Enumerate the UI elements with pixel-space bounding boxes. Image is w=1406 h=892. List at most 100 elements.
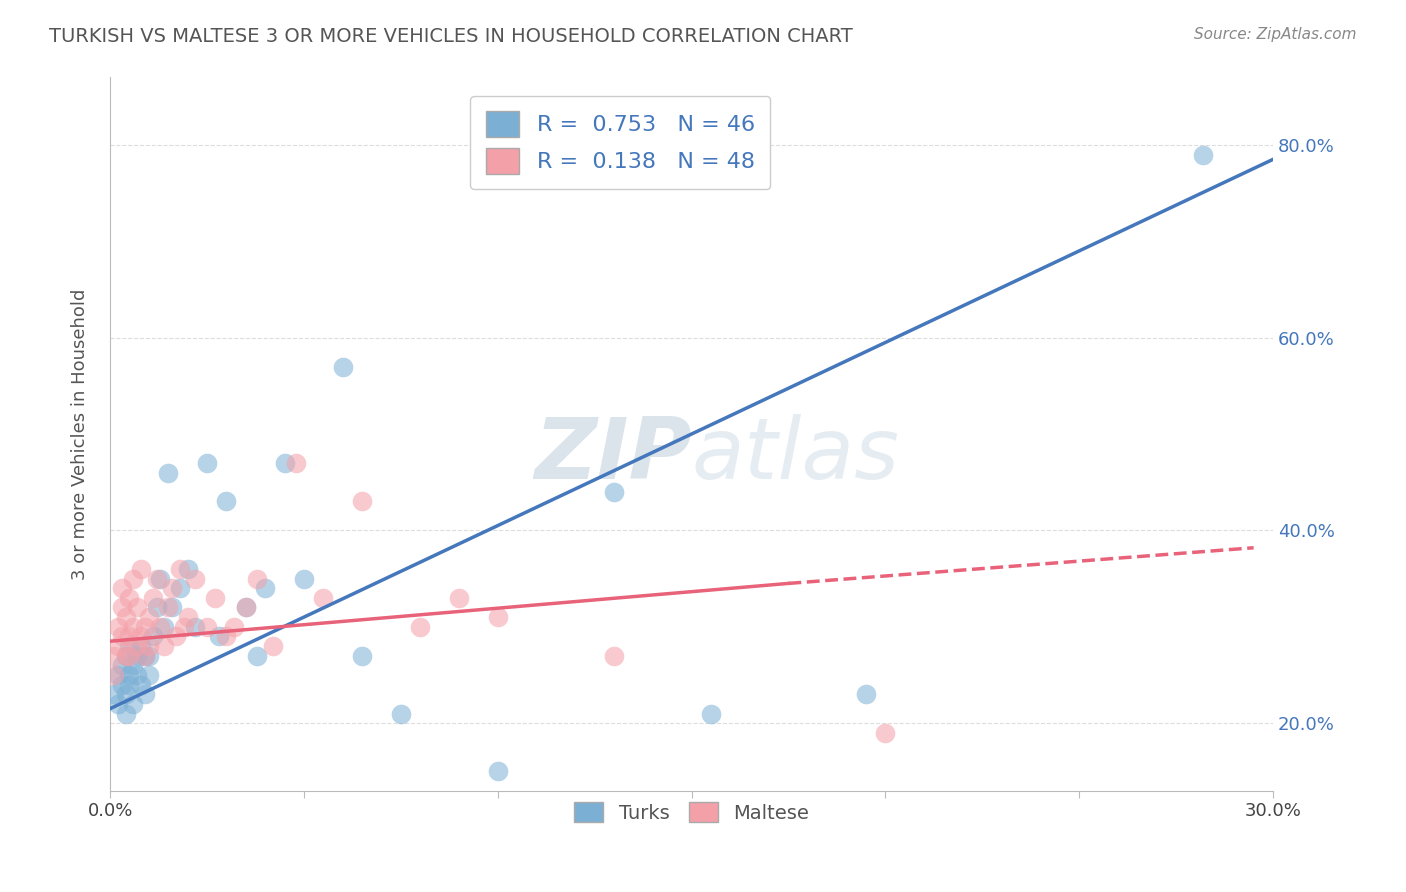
Point xyxy=(107,620,129,634)
Point xyxy=(114,648,136,663)
Point xyxy=(129,629,152,643)
Point xyxy=(122,572,145,586)
Point xyxy=(447,591,470,605)
Point xyxy=(389,706,412,721)
Text: TURKISH VS MALTESE 3 OR MORE VEHICLES IN HOUSEHOLD CORRELATION CHART: TURKISH VS MALTESE 3 OR MORE VEHICLES IN… xyxy=(49,27,853,45)
Point xyxy=(111,658,134,673)
Point xyxy=(107,668,129,682)
Text: Source: ZipAtlas.com: Source: ZipAtlas.com xyxy=(1194,27,1357,42)
Point xyxy=(129,562,152,576)
Point xyxy=(332,359,354,374)
Text: ZIP: ZIP xyxy=(534,414,692,497)
Point xyxy=(118,648,141,663)
Point xyxy=(111,629,134,643)
Point xyxy=(127,600,149,615)
Point xyxy=(169,581,191,595)
Point xyxy=(111,677,134,691)
Point xyxy=(107,697,129,711)
Point xyxy=(118,639,141,653)
Point xyxy=(176,562,198,576)
Point xyxy=(118,629,141,643)
Point xyxy=(603,484,626,499)
Point xyxy=(184,572,207,586)
Point xyxy=(246,648,269,663)
Point xyxy=(700,706,723,721)
Point xyxy=(103,648,125,663)
Point xyxy=(129,639,152,653)
Text: atlas: atlas xyxy=(692,414,900,497)
Point xyxy=(195,456,218,470)
Point xyxy=(118,591,141,605)
Point xyxy=(138,610,160,624)
Point xyxy=(1192,147,1215,161)
Point xyxy=(134,648,156,663)
Point xyxy=(215,629,238,643)
Point xyxy=(122,697,145,711)
Point xyxy=(142,591,165,605)
Point xyxy=(145,572,167,586)
Point xyxy=(855,687,877,701)
Point xyxy=(224,620,246,634)
Point xyxy=(114,610,136,624)
Point xyxy=(114,648,136,663)
Point xyxy=(486,610,509,624)
Point xyxy=(195,620,218,634)
Point xyxy=(153,639,176,653)
Point xyxy=(149,620,172,634)
Point xyxy=(145,600,167,615)
Point xyxy=(153,620,176,634)
Point xyxy=(169,562,191,576)
Point xyxy=(118,677,141,691)
Point xyxy=(273,456,295,470)
Point xyxy=(165,629,187,643)
Point xyxy=(285,456,308,470)
Point xyxy=(486,764,509,779)
Point xyxy=(204,591,226,605)
Point xyxy=(127,668,149,682)
Point xyxy=(157,600,180,615)
Point xyxy=(127,639,149,653)
Point xyxy=(134,687,156,701)
Point xyxy=(603,648,626,663)
Legend: Turks, Maltese: Turks, Maltese xyxy=(562,790,821,834)
Point xyxy=(138,668,160,682)
Point xyxy=(176,610,198,624)
Point xyxy=(246,572,269,586)
Point xyxy=(352,494,374,508)
Point xyxy=(103,687,125,701)
Point xyxy=(160,581,183,595)
Point xyxy=(114,687,136,701)
Point xyxy=(235,600,257,615)
Point xyxy=(111,581,134,595)
Point xyxy=(292,572,315,586)
Point xyxy=(111,600,134,615)
Point xyxy=(129,677,152,691)
Point xyxy=(134,620,156,634)
Point xyxy=(107,639,129,653)
Point xyxy=(875,726,897,740)
Point xyxy=(312,591,335,605)
Point xyxy=(122,658,145,673)
Y-axis label: 3 or more Vehicles in Household: 3 or more Vehicles in Household xyxy=(72,288,89,580)
Point xyxy=(127,648,149,663)
Point xyxy=(142,629,165,643)
Point xyxy=(118,668,141,682)
Point xyxy=(138,648,160,663)
Point xyxy=(160,600,183,615)
Point xyxy=(207,629,229,643)
Point xyxy=(409,620,432,634)
Point xyxy=(173,620,195,634)
Point xyxy=(352,648,374,663)
Point xyxy=(184,620,207,634)
Point xyxy=(122,620,145,634)
Point xyxy=(114,706,136,721)
Point xyxy=(262,639,284,653)
Point xyxy=(254,581,277,595)
Point xyxy=(134,648,156,663)
Point xyxy=(138,639,160,653)
Point xyxy=(149,572,172,586)
Point xyxy=(103,668,125,682)
Point xyxy=(235,600,257,615)
Point xyxy=(215,494,238,508)
Point xyxy=(157,466,180,480)
